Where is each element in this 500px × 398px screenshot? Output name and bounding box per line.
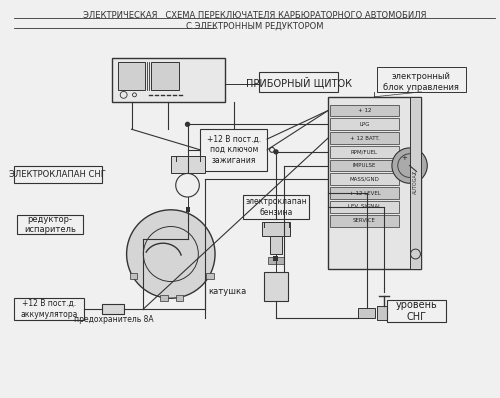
- Bar: [112, 57, 225, 102]
- Bar: [270, 236, 282, 254]
- Text: + 12: + 12: [358, 108, 371, 113]
- Bar: [330, 160, 399, 172]
- Circle shape: [126, 210, 215, 298]
- Bar: [330, 132, 399, 144]
- Text: предохранитель 8А: предохранитель 8А: [74, 315, 154, 324]
- Bar: [242, 195, 310, 219]
- Bar: [377, 306, 391, 320]
- Bar: [200, 129, 267, 170]
- Text: AUTOGAZ: AUTOGAZ: [413, 170, 418, 194]
- Bar: [330, 146, 399, 158]
- Bar: [176, 295, 184, 300]
- Bar: [118, 62, 146, 90]
- Text: ПРИБОРНЫЙ ЩИТОК: ПРИБОРНЫЙ ЩИТОК: [246, 76, 352, 88]
- Bar: [14, 298, 85, 320]
- Text: редуктор-
испаритель: редуктор- испаритель: [24, 215, 76, 234]
- Text: + 12 LEVEL: + 12 LEVEL: [348, 191, 380, 195]
- Text: электронный
блок управления: электронный блок управления: [384, 72, 460, 92]
- Text: -: -: [412, 170, 415, 176]
- Bar: [410, 97, 422, 269]
- Bar: [206, 273, 214, 279]
- Text: С ЭЛЕКТРОННЫМ РЕДУКТОРОМ: С ЭЛЕКТРОННЫМ РЕДУКТОРОМ: [186, 21, 323, 30]
- Text: LEV. SIGNAL: LEV. SIGNAL: [348, 204, 381, 209]
- Text: IMPULSE: IMPULSE: [352, 163, 376, 168]
- Bar: [330, 119, 399, 130]
- Text: электроклапан
бензина: электроклапан бензина: [245, 197, 307, 217]
- Circle shape: [392, 148, 428, 183]
- Text: катушка: катушка: [208, 287, 246, 296]
- Text: уровень
СНГ: уровень СНГ: [396, 300, 438, 322]
- Bar: [130, 273, 138, 279]
- Text: LPG: LPG: [359, 122, 370, 127]
- Bar: [330, 215, 399, 226]
- Bar: [262, 222, 289, 236]
- Bar: [16, 215, 84, 234]
- Text: +12 В пост.д.
аккумулятора: +12 В пост.д. аккумулятора: [20, 299, 78, 319]
- Bar: [268, 257, 284, 264]
- Bar: [260, 72, 338, 92]
- Text: RPM/FUEL: RPM/FUEL: [351, 149, 378, 154]
- Circle shape: [274, 150, 278, 154]
- Text: ЭЛЕКТРОКЛАПАН СНГ: ЭЛЕКТРОКЛАПАН СНГ: [10, 170, 106, 179]
- Bar: [273, 256, 278, 261]
- Circle shape: [186, 122, 190, 126]
- Bar: [377, 67, 466, 92]
- Bar: [14, 166, 102, 183]
- Bar: [330, 187, 399, 199]
- Bar: [358, 308, 375, 318]
- Text: + 12 BATT.: + 12 BATT.: [350, 136, 380, 140]
- Bar: [330, 174, 399, 185]
- Text: SERVICE: SERVICE: [353, 218, 376, 223]
- Bar: [160, 295, 168, 300]
- Bar: [328, 97, 422, 269]
- Text: MASS/GND: MASS/GND: [350, 177, 380, 182]
- Bar: [264, 272, 288, 301]
- Text: +12 В пост.д.
под ключом
зажигания: +12 В пост.д. под ключом зажигания: [206, 135, 261, 165]
- Bar: [102, 304, 124, 314]
- Bar: [330, 201, 399, 213]
- Bar: [171, 156, 205, 174]
- Bar: [186, 207, 190, 212]
- Text: +: +: [402, 155, 407, 161]
- Bar: [330, 105, 399, 117]
- Bar: [151, 62, 178, 90]
- Bar: [387, 300, 446, 322]
- Text: ЭЛЕКТРИЧЕСКАЯ   СХЕМА ПЕРЕКЛЮЧАТЕЛЯ КАРБЮРАТОРНОГО АВТОМОБИЛЯ: ЭЛЕКТРИЧЕСКАЯ СХЕМА ПЕРЕКЛЮЧАТЕЛЯ КАРБЮР…: [82, 11, 426, 20]
